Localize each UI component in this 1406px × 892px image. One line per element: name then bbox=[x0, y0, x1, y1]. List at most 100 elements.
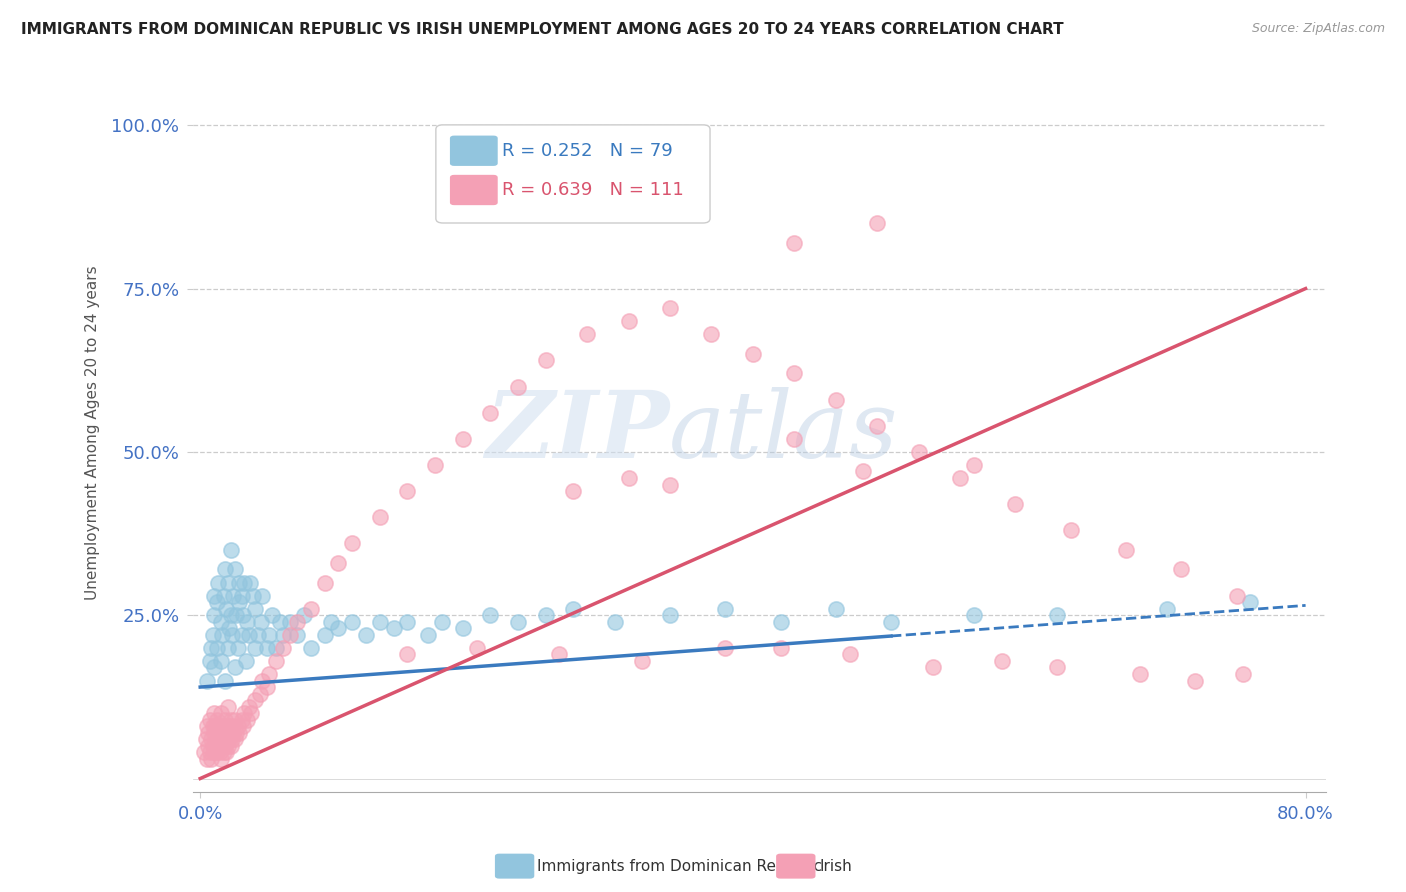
Point bbox=[769, 615, 792, 629]
Point bbox=[197, 739, 219, 753]
Point bbox=[1184, 673, 1206, 688]
Point bbox=[659, 477, 682, 491]
Point bbox=[219, 608, 242, 623]
Point bbox=[202, 660, 225, 674]
Point bbox=[205, 713, 228, 727]
Point bbox=[209, 706, 232, 721]
Point bbox=[783, 432, 806, 446]
Point bbox=[278, 628, 301, 642]
Point bbox=[200, 732, 222, 747]
Point bbox=[1225, 589, 1247, 603]
Point bbox=[205, 732, 228, 747]
Point bbox=[285, 628, 308, 642]
Point bbox=[534, 353, 557, 368]
Point bbox=[1239, 595, 1261, 609]
Point bbox=[228, 575, 250, 590]
Point bbox=[269, 615, 291, 629]
Point bbox=[328, 556, 350, 570]
Point bbox=[209, 752, 232, 766]
Point bbox=[207, 575, 229, 590]
Point bbox=[202, 745, 225, 759]
Text: R = 0.252   N = 79: R = 0.252 N = 79 bbox=[502, 142, 672, 160]
Point bbox=[769, 640, 792, 655]
Point bbox=[233, 575, 256, 590]
Point bbox=[205, 640, 228, 655]
Point bbox=[783, 367, 806, 381]
Point bbox=[479, 406, 502, 420]
Point bbox=[852, 465, 875, 479]
Point bbox=[271, 640, 294, 655]
Point bbox=[396, 484, 419, 499]
Point bbox=[217, 739, 239, 753]
Point bbox=[200, 752, 222, 766]
Point bbox=[1046, 660, 1069, 674]
Point bbox=[963, 458, 986, 472]
Point bbox=[228, 595, 250, 609]
Point bbox=[617, 314, 640, 328]
Point bbox=[217, 640, 239, 655]
Point bbox=[204, 719, 226, 733]
Point bbox=[208, 745, 231, 759]
Point bbox=[215, 601, 238, 615]
Point bbox=[214, 562, 236, 576]
Point bbox=[195, 719, 218, 733]
Point bbox=[824, 392, 846, 407]
Point bbox=[292, 608, 315, 623]
Point bbox=[238, 699, 260, 714]
Point bbox=[907, 445, 929, 459]
Point bbox=[340, 536, 363, 550]
Point bbox=[194, 732, 217, 747]
Point bbox=[299, 640, 322, 655]
Point bbox=[631, 654, 654, 668]
Point bbox=[238, 628, 260, 642]
Point bbox=[880, 615, 903, 629]
Text: Source: ZipAtlas.com: Source: ZipAtlas.com bbox=[1251, 22, 1385, 36]
Point bbox=[299, 601, 322, 615]
Point bbox=[252, 589, 274, 603]
Point bbox=[451, 621, 474, 635]
Point bbox=[202, 589, 225, 603]
Text: atlas: atlas bbox=[669, 387, 898, 477]
Point bbox=[204, 739, 226, 753]
Point bbox=[562, 601, 585, 615]
Point bbox=[198, 713, 221, 727]
Point bbox=[256, 680, 278, 694]
Point bbox=[250, 615, 273, 629]
Point bbox=[264, 654, 287, 668]
Point bbox=[211, 739, 233, 753]
Point bbox=[240, 706, 263, 721]
Point bbox=[215, 726, 238, 740]
Point bbox=[211, 628, 233, 642]
Point bbox=[226, 640, 249, 655]
Point bbox=[245, 693, 267, 707]
Point bbox=[562, 484, 585, 499]
Point bbox=[224, 660, 246, 674]
Point bbox=[714, 640, 737, 655]
Point bbox=[506, 379, 529, 393]
Point bbox=[340, 615, 363, 629]
Point bbox=[1232, 667, 1254, 681]
Point bbox=[221, 628, 243, 642]
Point bbox=[256, 640, 278, 655]
Point bbox=[479, 608, 502, 623]
Point bbox=[232, 719, 254, 733]
Point bbox=[321, 615, 343, 629]
Point bbox=[239, 575, 262, 590]
Point bbox=[198, 654, 221, 668]
Point bbox=[264, 640, 287, 655]
Point bbox=[222, 589, 245, 603]
Point bbox=[236, 615, 259, 629]
Point bbox=[212, 726, 235, 740]
Point bbox=[197, 726, 219, 740]
Point bbox=[212, 589, 235, 603]
Point bbox=[252, 673, 274, 688]
Point bbox=[222, 726, 245, 740]
Point bbox=[201, 739, 224, 753]
Point bbox=[225, 608, 247, 623]
Point bbox=[700, 327, 723, 342]
Point bbox=[202, 726, 225, 740]
Point bbox=[1046, 608, 1069, 623]
Point bbox=[1170, 562, 1192, 576]
Point bbox=[236, 713, 259, 727]
Point bbox=[1060, 523, 1083, 537]
